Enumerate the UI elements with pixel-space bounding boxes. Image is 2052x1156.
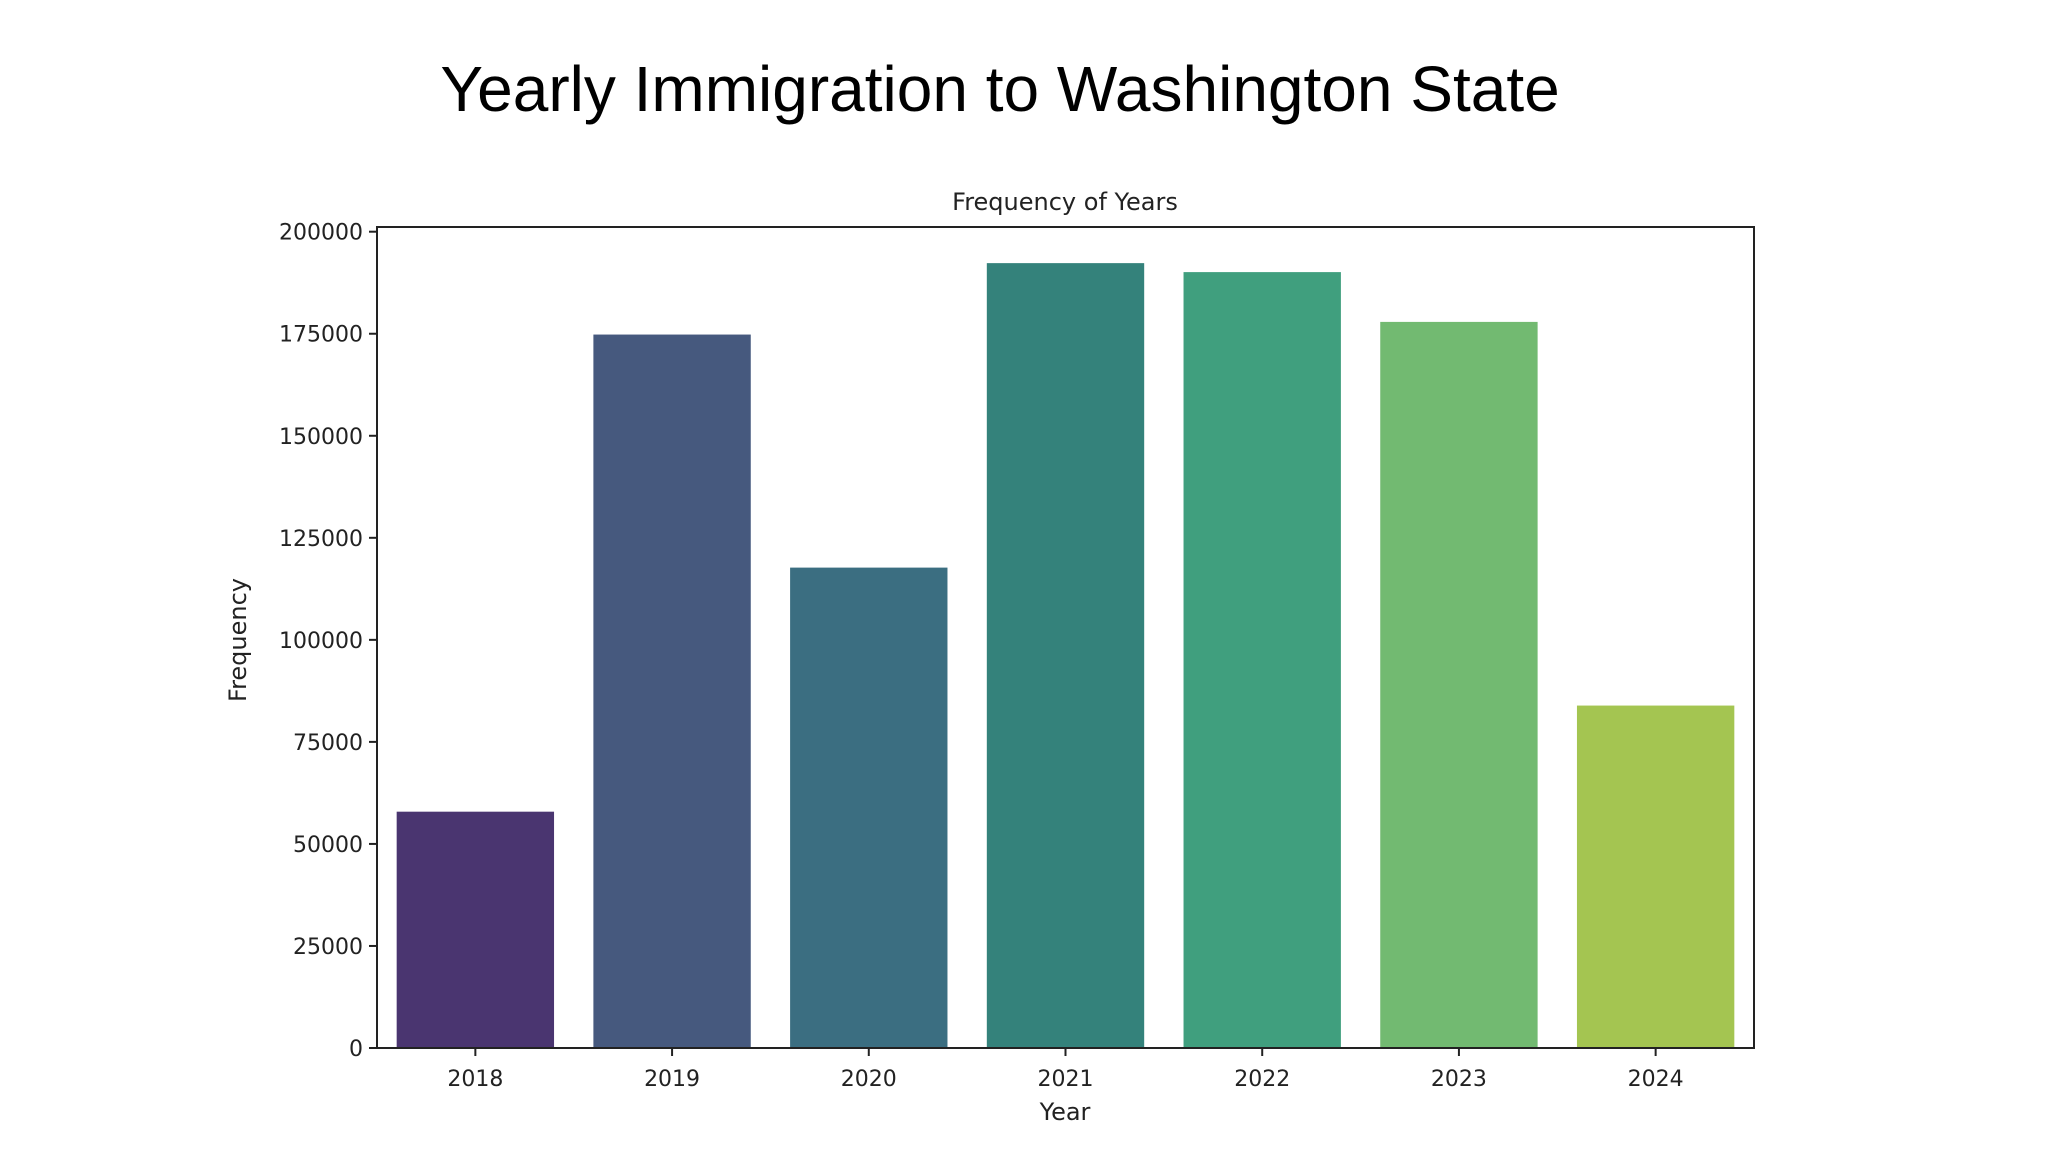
y-tick-label: 0 — [349, 1037, 363, 1062]
y-tick-label: 25000 — [293, 935, 363, 960]
y-tick-label: 75000 — [293, 731, 363, 756]
y-tick-label: 50000 — [293, 833, 363, 858]
y-tick-label: 100000 — [279, 629, 363, 654]
x-tick-label: 2019 — [644, 1067, 700, 1092]
y-tick-label: 175000 — [279, 323, 363, 348]
plot-frame — [376, 226, 1755, 1049]
y-tick-label: 150000 — [279, 425, 363, 450]
bar-2022 — [1183, 272, 1341, 1049]
x-tick-label: 2023 — [1431, 1067, 1487, 1092]
bar-2018 — [396, 811, 555, 1048]
y-axis-label: Frequency — [224, 578, 252, 702]
bar-2024 — [1576, 705, 1735, 1048]
bar-2021 — [986, 263, 1145, 1048]
x-axis-label: Year — [1039, 1098, 1091, 1126]
x-tick-label: 2022 — [1234, 1067, 1290, 1092]
bar-2020 — [790, 567, 948, 1048]
y-tick-label: 200000 — [279, 221, 363, 246]
slide-title: Yearly Immigration to Washington State — [440, 53, 1560, 125]
x-tick-label: 2020 — [841, 1067, 897, 1092]
bar-2019 — [593, 334, 751, 1048]
chart-title: Frequency of Years — [952, 188, 1178, 216]
y-tick-label: 125000 — [279, 527, 363, 552]
x-tick-label: 2024 — [1628, 1067, 1684, 1092]
x-tick-label: 2018 — [447, 1067, 503, 1092]
bar-2023 — [1380, 321, 1538, 1049]
x-tick-label: 2021 — [1038, 1067, 1094, 1092]
